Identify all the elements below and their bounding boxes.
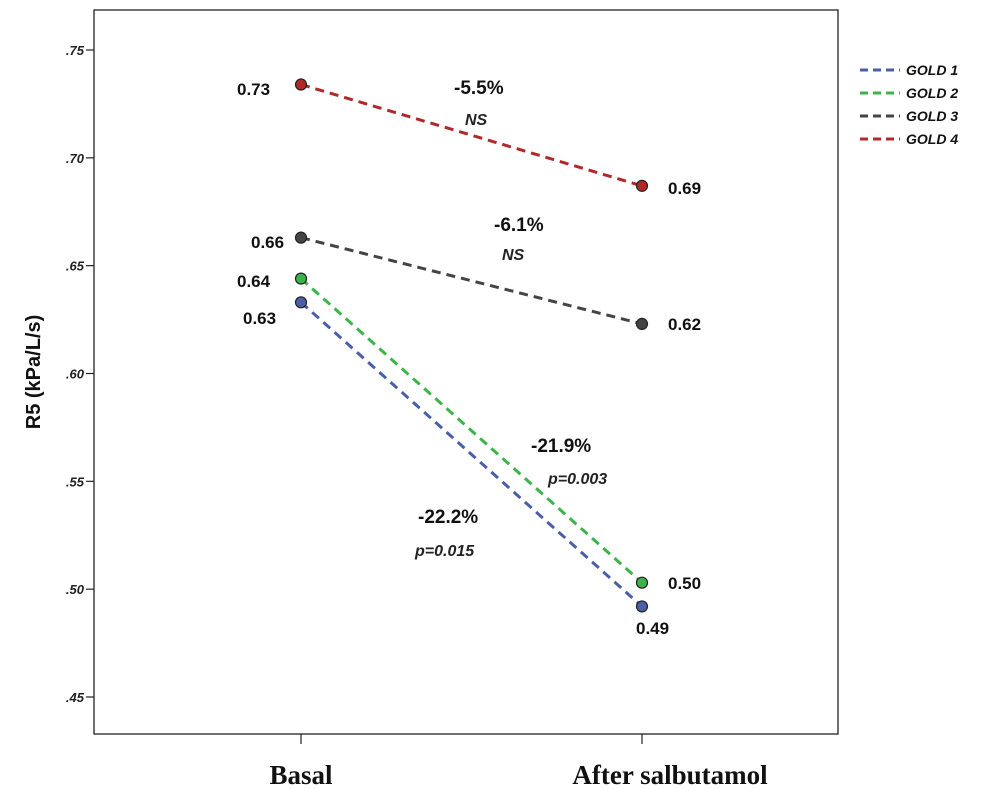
value-label-gold2-basal: 0.64 (237, 272, 271, 291)
legend-label-gold3: GOLD 3 (906, 108, 958, 124)
data-point-gold3-basal (294, 231, 308, 244)
legend: GOLD 1 GOLD 2 GOLD 3 GOLD 4 (860, 62, 958, 147)
y-tick-label: .45 (66, 690, 85, 705)
series-layer (294, 78, 649, 613)
annotation-gold3-significance: NS (502, 247, 525, 264)
data-point-gold1-basal (294, 296, 308, 309)
annotation-gold4-significance: NS (465, 112, 488, 129)
annotation-gold1-change: -22.2% (418, 507, 478, 528)
legend-label-gold4: GOLD 4 (906, 131, 958, 147)
y-axis: .45 .50 .55 .60 .65 .70 .75 (66, 43, 94, 705)
value-label-gold3-basal: 0.66 (251, 233, 284, 252)
x-axis: Basal After salbutamol (269, 734, 768, 789)
annotation-gold3-change: -6.1% (494, 215, 544, 236)
data-point-gold2-after (635, 576, 649, 589)
series-line-gold2 (300, 277, 643, 584)
annotation-gold1-significance: p=0.015 (414, 543, 475, 560)
value-labels: 0.73 0.69 0.66 0.62 0.64 0.50 0.63 0.49 (237, 80, 701, 638)
y-axis-title: R5 (kPa/L/s) (23, 315, 45, 429)
value-label-gold4-basal: 0.73 (237, 80, 270, 99)
series-line-gold4 (300, 83, 643, 188)
annotation-gold2-change: -21.9% (531, 436, 591, 457)
data-point-gold1-after (635, 600, 649, 613)
x-category-label-basal: Basal (269, 760, 333, 789)
annotation-gold4-change: -5.5% (454, 78, 504, 99)
y-tick-label: .75 (66, 43, 85, 58)
series-line-gold1 (300, 301, 643, 608)
value-label-gold1-after: 0.49 (636, 619, 669, 638)
series-line-gold3 (300, 236, 643, 326)
legend-label-gold1: GOLD 1 (906, 62, 958, 78)
plot-frame (93, 9, 839, 735)
y-tick-label: .55 (66, 474, 85, 489)
data-point-gold4-after (635, 179, 649, 192)
value-label-gold2-after: 0.50 (668, 574, 701, 593)
y-tick-label: .70 (66, 151, 85, 166)
y-tick-label: .65 (66, 259, 85, 274)
data-point-gold2-basal (294, 272, 308, 285)
data-point-gold3-after (635, 317, 649, 330)
value-label-gold1-basal: 0.63 (243, 309, 276, 328)
y-tick-label: .60 (66, 367, 85, 382)
data-point-gold4-basal (294, 78, 308, 91)
x-category-label-after-salbutamol: After salbutamol (572, 760, 768, 789)
legend-label-gold2: GOLD 2 (906, 85, 958, 101)
value-label-gold4-after: 0.69 (668, 179, 701, 198)
value-label-gold3-after: 0.62 (668, 315, 701, 334)
change-annotations: -5.5% NS -6.1% NS -21.9% p=0.003 -22.2% … (414, 78, 607, 560)
annotation-gold2-significance: p=0.003 (547, 471, 607, 488)
y-tick-label: .50 (66, 582, 85, 597)
